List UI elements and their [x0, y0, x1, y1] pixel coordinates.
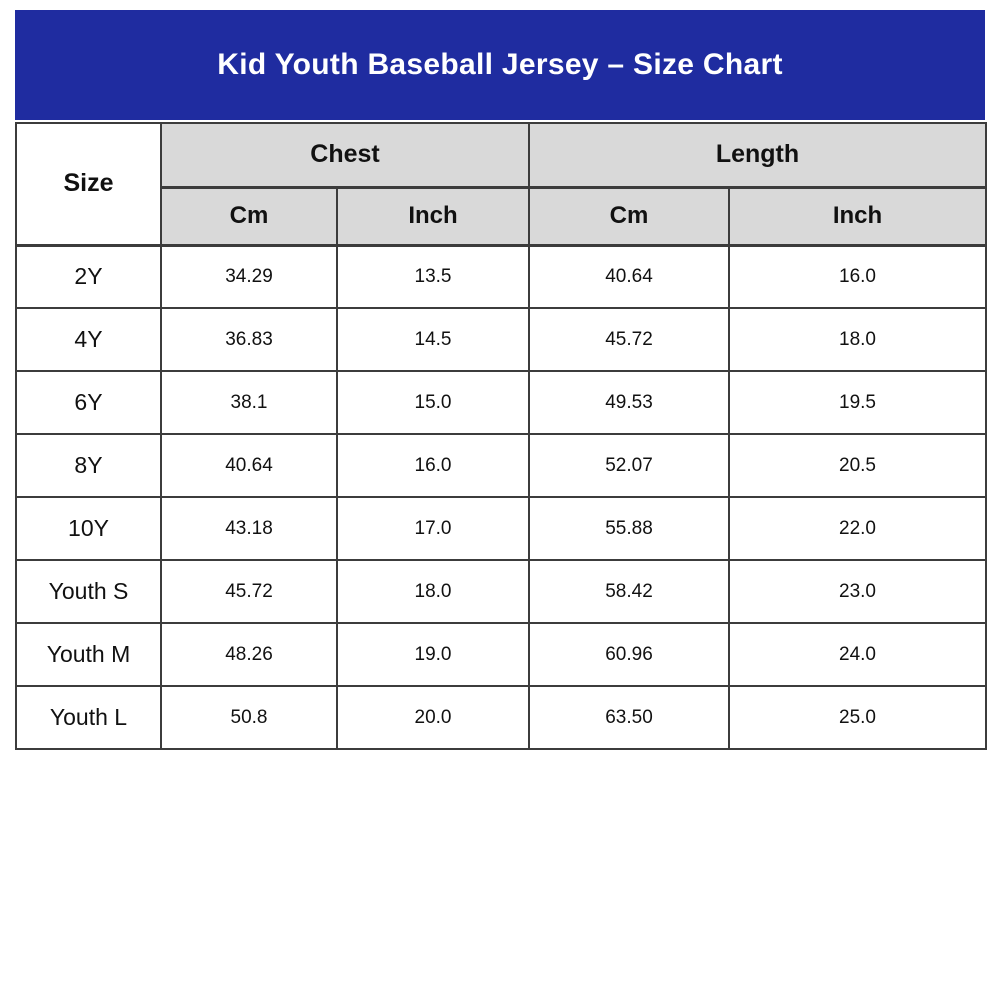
- chest-inch-cell: 15.0: [336, 370, 530, 435]
- size-label: 4Y: [15, 307, 162, 372]
- column-header-chest-inch: Inch: [336, 186, 530, 247]
- column-group-length: Length: [527, 122, 988, 189]
- length-inch-cell: 25.0: [727, 685, 988, 750]
- table-row: Youth M 48.26 19.0 60.96 24.0: [15, 622, 988, 687]
- length-cm-cell: 60.96: [528, 622, 730, 687]
- chest-cm-cell: 43.18: [160, 496, 338, 561]
- length-inch-cell: 20.5: [727, 433, 988, 498]
- length-inch-cell: 22.0: [727, 496, 988, 561]
- table-row: 2Y 34.29 13.5 40.64 16.0: [15, 244, 988, 309]
- chest-cm-cell: 38.1: [160, 370, 338, 435]
- chest-inch-cell: 13.5: [336, 244, 530, 309]
- chest-cm-cell: 48.26: [160, 622, 338, 687]
- length-inch-cell: 23.0: [727, 559, 988, 624]
- table-row: 6Y 38.1 15.0 49.53 19.5: [15, 370, 988, 435]
- chest-cm-cell: 45.72: [160, 559, 338, 624]
- length-inch-cell: 24.0: [727, 622, 988, 687]
- size-label: Youth S: [15, 559, 162, 624]
- table-row: Youth L 50.8 20.0 63.50 25.0: [15, 685, 988, 750]
- column-group-chest: Chest: [160, 122, 530, 189]
- page-title: Kid Youth Baseball Jersey – Size Chart: [217, 48, 783, 81]
- length-cm-cell: 58.42: [528, 559, 730, 624]
- table-row: 8Y 40.64 16.0 52.07 20.5: [15, 433, 988, 498]
- size-label: Youth M: [15, 622, 162, 687]
- table-row: 4Y 36.83 14.5 45.72 18.0: [15, 307, 988, 372]
- size-chart-page: Kid Youth Baseball Jersey – Size Chart S…: [15, 10, 988, 750]
- length-inch-cell: 16.0: [727, 244, 988, 309]
- length-cm-cell: 45.72: [528, 307, 730, 372]
- size-label: 2Y: [15, 244, 162, 309]
- title-banner: Kid Youth Baseball Jersey – Size Chart: [15, 10, 985, 120]
- chest-cm-cell: 36.83: [160, 307, 338, 372]
- size-label: 8Y: [15, 433, 162, 498]
- length-cm-cell: 52.07: [528, 433, 730, 498]
- chest-inch-cell: 18.0: [336, 559, 530, 624]
- length-cm-cell: 63.50: [528, 685, 730, 750]
- chest-inch-cell: 19.0: [336, 622, 530, 687]
- column-header-chest-cm: Cm: [160, 186, 338, 247]
- column-header-size: Size: [15, 122, 162, 247]
- size-label: Youth L: [15, 685, 162, 750]
- header-group-row: Size Chest Length: [15, 122, 988, 247]
- size-label: 10Y: [15, 496, 162, 561]
- chest-inch-cell: 16.0: [336, 433, 530, 498]
- length-inch-cell: 19.5: [727, 370, 988, 435]
- chest-inch-cell: 20.0: [336, 685, 530, 750]
- size-chart-table: Size Chest Length Cm Inch Cm Inch 2Y 34.…: [15, 122, 988, 750]
- length-cm-cell: 40.64: [528, 244, 730, 309]
- chest-cm-cell: 40.64: [160, 433, 338, 498]
- size-label: 6Y: [15, 370, 162, 435]
- table-row: 10Y 43.18 17.0 55.88 22.0: [15, 496, 988, 561]
- table-row: Youth S 45.72 18.0 58.42 23.0: [15, 559, 988, 624]
- chest-inch-cell: 14.5: [336, 307, 530, 372]
- chest-inch-cell: 17.0: [336, 496, 530, 561]
- header-sub-row: Cm Inch Cm Inch: [16, 186, 988, 247]
- column-header-length-inch: Inch: [727, 186, 988, 247]
- chest-cm-cell: 50.8: [160, 685, 338, 750]
- length-inch-cell: 18.0: [727, 307, 988, 372]
- length-cm-cell: 55.88: [528, 496, 730, 561]
- column-header-length-cm: Cm: [528, 186, 730, 247]
- chest-cm-cell: 34.29: [160, 244, 338, 309]
- length-cm-cell: 49.53: [528, 370, 730, 435]
